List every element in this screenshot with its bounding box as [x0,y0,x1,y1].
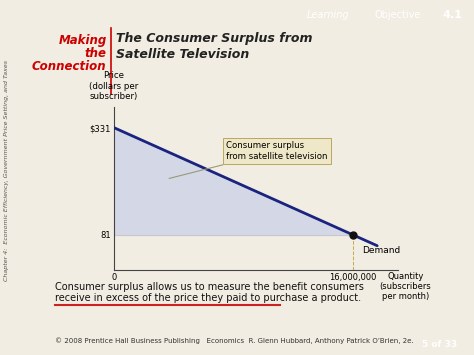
Text: The Consumer Surplus from
Satellite Television: The Consumer Surplus from Satellite Tele… [116,32,313,61]
Text: the: the [85,47,107,60]
Text: Objective: Objective [374,10,421,20]
Text: 4.1: 4.1 [442,10,462,20]
Text: receive in excess of the price they paid to purchase a product.: receive in excess of the price they paid… [55,293,361,303]
Text: Connection: Connection [32,60,107,73]
Text: Consumer surplus allows us to measure the benefit consumers: Consumer surplus allows us to measure th… [55,282,364,292]
Text: Demand: Demand [362,246,400,255]
Text: © 2008 Prentice Hall Business Publishing   Economics  R. Glenn Hubbard, Anthony : © 2008 Prentice Hall Business Publishing… [55,338,413,344]
Text: Consumer surplus
from satellite television: Consumer surplus from satellite televisi… [169,141,328,179]
Text: Chapter 4:  Economic Efficiency, Government Price Setting, and Taxes: Chapter 4: Economic Efficiency, Governme… [4,60,9,281]
Text: Making: Making [58,34,107,47]
Polygon shape [114,127,353,235]
Text: Price
(dollars per
subscriber): Price (dollars per subscriber) [89,71,138,101]
Text: 5 of 33: 5 of 33 [422,340,457,349]
Text: Learning: Learning [307,10,349,20]
Text: Quantity
(subscribers
per month): Quantity (subscribers per month) [379,272,431,301]
